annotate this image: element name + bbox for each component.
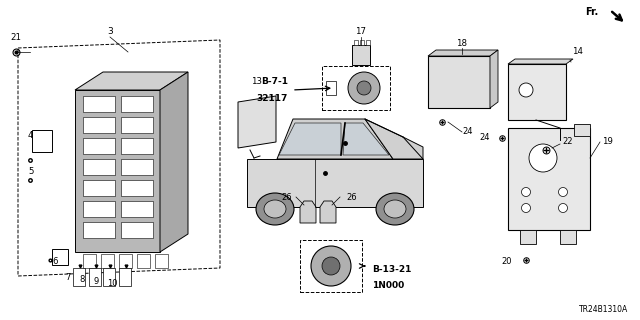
Bar	[119, 268, 131, 286]
Text: TR24B1310A: TR24B1310A	[579, 305, 628, 314]
Bar	[121, 117, 153, 133]
Circle shape	[522, 188, 531, 196]
Bar	[121, 138, 153, 154]
Bar	[354, 40, 358, 45]
Bar	[83, 138, 115, 154]
Circle shape	[519, 83, 533, 97]
Text: 18: 18	[456, 39, 467, 49]
Polygon shape	[320, 201, 336, 223]
Circle shape	[322, 257, 340, 275]
Polygon shape	[343, 123, 389, 155]
Text: 6: 6	[52, 258, 58, 267]
Bar	[508, 128, 590, 230]
Bar	[574, 124, 590, 136]
Bar	[83, 180, 115, 196]
Polygon shape	[279, 123, 341, 155]
Bar	[119, 254, 132, 268]
Circle shape	[529, 144, 557, 172]
Text: B-7-1: B-7-1	[261, 77, 288, 86]
Text: 13: 13	[252, 77, 262, 86]
Ellipse shape	[384, 200, 406, 218]
Bar	[32, 130, 52, 152]
Text: 8: 8	[79, 276, 84, 284]
Polygon shape	[160, 72, 188, 252]
Bar	[560, 230, 576, 244]
Ellipse shape	[256, 193, 294, 225]
Bar	[121, 201, 153, 217]
Bar	[83, 254, 96, 268]
Polygon shape	[238, 96, 276, 148]
Bar	[508, 64, 566, 120]
Bar	[83, 117, 115, 133]
Text: B-13-21: B-13-21	[372, 266, 412, 275]
Text: 21: 21	[10, 34, 21, 43]
Text: 9: 9	[93, 277, 99, 286]
Bar	[428, 56, 490, 108]
Circle shape	[522, 204, 531, 212]
Text: 4: 4	[28, 131, 33, 140]
Bar	[52, 249, 68, 265]
Polygon shape	[75, 72, 188, 90]
Bar	[83, 159, 115, 175]
Text: 7: 7	[65, 274, 70, 283]
Text: 10: 10	[107, 279, 117, 289]
Polygon shape	[365, 119, 423, 159]
Circle shape	[311, 246, 351, 286]
Polygon shape	[490, 50, 498, 108]
Ellipse shape	[264, 200, 286, 218]
Bar	[83, 96, 115, 112]
Bar	[121, 222, 153, 238]
Bar	[103, 268, 115, 286]
Text: 26: 26	[346, 193, 356, 202]
Text: 24: 24	[479, 133, 490, 142]
Bar	[83, 222, 115, 238]
Bar	[121, 96, 153, 112]
Polygon shape	[300, 201, 316, 223]
Text: 24: 24	[462, 127, 472, 137]
Bar	[155, 254, 168, 268]
Bar	[83, 201, 115, 217]
Polygon shape	[508, 59, 573, 64]
Circle shape	[559, 188, 568, 196]
Polygon shape	[247, 159, 423, 207]
Text: 26: 26	[282, 193, 292, 202]
Polygon shape	[75, 90, 160, 252]
Text: 17: 17	[355, 27, 367, 36]
Text: 5: 5	[28, 167, 33, 177]
Text: 32117: 32117	[257, 93, 288, 102]
Bar	[326, 81, 336, 95]
Text: 3: 3	[107, 28, 113, 36]
Bar	[101, 254, 114, 268]
Text: 1N000: 1N000	[372, 282, 404, 291]
Text: 14: 14	[572, 47, 583, 57]
Polygon shape	[428, 50, 498, 56]
Bar	[520, 230, 536, 244]
Ellipse shape	[376, 193, 414, 225]
Circle shape	[357, 81, 371, 95]
Text: 19: 19	[602, 138, 613, 147]
Bar	[73, 268, 85, 286]
Circle shape	[559, 204, 568, 212]
Bar	[121, 159, 153, 175]
Bar	[137, 254, 150, 268]
Bar	[89, 268, 101, 286]
Bar	[121, 180, 153, 196]
Polygon shape	[277, 119, 393, 159]
Text: 20: 20	[502, 258, 512, 267]
Text: 22: 22	[562, 138, 573, 147]
Bar	[322, 66, 390, 110]
Bar	[366, 40, 370, 45]
Circle shape	[348, 72, 380, 104]
Bar	[352, 45, 370, 65]
Text: Fr.: Fr.	[585, 7, 598, 17]
Bar	[300, 240, 362, 292]
Bar	[360, 40, 364, 45]
